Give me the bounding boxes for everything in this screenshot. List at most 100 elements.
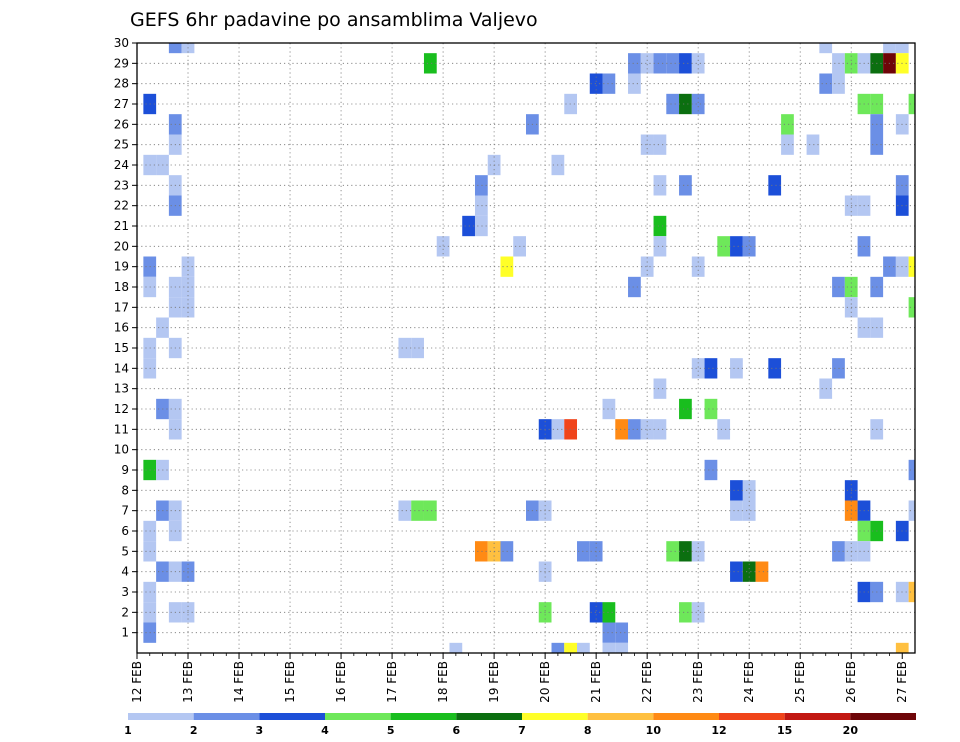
cell-169 [602, 602, 616, 623]
cell-53 [474, 195, 488, 216]
y-tick-label-27: 27 [114, 97, 129, 111]
x-tick-label-3: 15 FEB [283, 661, 297, 703]
colorbar-label-10: 10 [646, 724, 662, 737]
y-tick-label-18: 18 [114, 280, 129, 294]
cell-118 [704, 459, 718, 481]
x-tick-label-15: 27 FEB [895, 661, 909, 703]
colorbar-swatch-2 [259, 713, 325, 720]
cell-158 [755, 561, 769, 582]
y-tick-label-30: 30 [114, 36, 129, 50]
cell-85 [908, 297, 915, 318]
y-axis: 1234567891011121314151617181920212223242… [114, 36, 137, 640]
x-tick-label-9: 21 FEB [589, 661, 603, 703]
cell-125 [398, 500, 412, 521]
colorbar-swatch-4 [390, 713, 457, 720]
y-tick-label-15: 15 [114, 341, 129, 355]
cell-147 [679, 541, 692, 562]
cell-179 [602, 642, 616, 653]
cell-62 [653, 236, 667, 257]
cell-113 [653, 419, 667, 440]
x-tick-label-11: 23 FEB [691, 661, 705, 703]
y-tick-label-7: 7 [121, 504, 129, 518]
cell-63 [717, 236, 731, 257]
cell-26 [679, 93, 692, 115]
cell-174 [615, 622, 629, 643]
y-tick-label-11: 11 [114, 422, 129, 436]
x-tick-label-8: 20 FEB [538, 661, 552, 703]
cell-92 [411, 337, 424, 359]
cell-96 [730, 358, 743, 379]
x-tick-label-14: 26 FEB [844, 661, 858, 703]
cell-11 [691, 53, 705, 74]
x-tick-label-13: 25 FEB [793, 661, 807, 703]
cell-40 [806, 134, 820, 155]
x-tick-label-6: 18 FEB [436, 661, 450, 703]
cell-4 [895, 43, 909, 54]
cell-50 [768, 175, 782, 196]
colorbar-swatch-10 [784, 713, 851, 720]
y-tick-label-23: 23 [114, 178, 129, 192]
y-tick-label-28: 28 [114, 77, 129, 91]
y-tick-label-10: 10 [114, 443, 129, 457]
colorbar-label-1: 1 [124, 724, 132, 737]
cell-120 [730, 480, 743, 501]
y-tick-label-9: 9 [121, 463, 129, 477]
x-tick-label-5: 17 FEB [385, 661, 399, 703]
x-axis: 12 FEB 13 FEB 14 FEB 15 FEB 16 FEB 17 FEB 18 F… [130, 653, 909, 703]
cell-64 [730, 236, 743, 257]
y-tick-label-4: 4 [121, 565, 129, 579]
grid-layer [137, 43, 915, 653]
cell-131 [742, 500, 756, 521]
y-tick-label-13: 13 [114, 382, 129, 396]
cell-163 [908, 581, 915, 603]
cell-19 [602, 73, 616, 94]
cell-97 [768, 358, 782, 379]
cell-38 [653, 134, 667, 155]
cell-48 [653, 175, 667, 196]
colorbar-label-5: 5 [387, 724, 395, 737]
cell-177 [564, 642, 578, 653]
y-tick-label-2: 2 [121, 605, 129, 619]
x-tick-label-4: 16 FEB [334, 661, 348, 703]
cell-58 [474, 215, 488, 237]
cell-74 [908, 256, 915, 277]
cell-57 [462, 215, 475, 237]
y-tick-label-19: 19 [114, 260, 129, 274]
y-tick-label-17: 17 [114, 300, 129, 314]
colorbar-label-20: 20 [843, 724, 859, 737]
y-tick-label-1: 1 [121, 626, 129, 640]
cell-21 [819, 73, 833, 94]
cell-49 [679, 175, 692, 196]
cell-127 [423, 500, 437, 521]
colorbar: 1 2 3 4 5 6 7 8 10 12 15 20 [124, 713, 916, 737]
y-tick-label-5: 5 [121, 544, 129, 558]
colorbar-swatch-9 [719, 713, 785, 720]
cell-100 [819, 378, 833, 399]
cell-181 [895, 642, 909, 653]
colorbar-label-3: 3 [256, 724, 264, 737]
cell-5 [423, 53, 437, 74]
cell-30 [908, 93, 915, 115]
colorbar-label-15: 15 [777, 724, 792, 737]
cell-180 [615, 642, 629, 653]
x-tick-label-2: 14 FEB [232, 661, 246, 703]
colorbar-swatch-5 [456, 713, 522, 720]
cell-178 [577, 642, 590, 653]
colorbar-swatch-11 [850, 713, 916, 720]
cell-27 [691, 93, 705, 115]
cell-3 [883, 43, 896, 54]
cell-10 [679, 53, 692, 74]
y-tick-label-29: 29 [114, 56, 129, 70]
cell-112 [640, 419, 654, 440]
cell-168 [589, 602, 603, 623]
cell-171 [691, 602, 705, 623]
colorbar-label-6: 6 [453, 724, 461, 737]
cell-141 [474, 541, 488, 562]
cell-157 [742, 561, 756, 582]
cell-91 [398, 337, 412, 359]
x-tick-label-1: 13 FEB [181, 661, 195, 703]
y-tick-label-20: 20 [114, 239, 129, 253]
colorbar-swatch-1 [193, 713, 260, 720]
x-tick-label-0: 12 FEB [130, 661, 144, 703]
